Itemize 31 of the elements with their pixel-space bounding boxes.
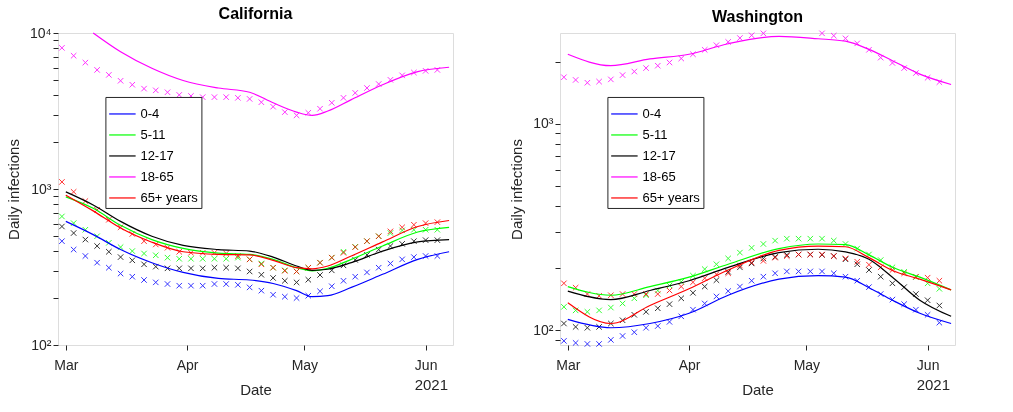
- x-tick-label: Apr: [678, 356, 701, 373]
- y-tick-label: 10²: [31, 336, 52, 353]
- x-tick-label: May: [291, 356, 319, 373]
- x-tick-label: May: [793, 356, 821, 373]
- legend-label: 12-17: [140, 147, 174, 163]
- text: 2021: [414, 376, 448, 393]
- x-axis-title: Date: [742, 380, 774, 398]
- y-tick-label: 10³: [533, 115, 554, 132]
- text: 2021: [916, 376, 950, 393]
- x-tick-label: Apr: [176, 356, 199, 373]
- x-tick-label: Jun: [916, 356, 940, 373]
- legend-label: 5-11: [642, 126, 668, 142]
- legend-label: 0-4: [642, 105, 662, 121]
- y-axis-title: Daily infections: [508, 139, 526, 240]
- legend-label: 12-17: [642, 147, 676, 163]
- x-axis-title: Date: [240, 380, 272, 398]
- legend-label: 18-65: [140, 168, 174, 184]
- legend-label: 65+ years: [642, 189, 701, 205]
- chart-title: California: [218, 5, 293, 22]
- x-tick-label: Mar: [556, 356, 581, 373]
- y-tick-label: 10⁴: [29, 24, 52, 41]
- chart-title: Washington: [712, 7, 803, 25]
- x-tick-label: Jun: [414, 356, 438, 373]
- y-tick-label: 10³: [31, 180, 52, 197]
- legend-label: 5-11: [140, 126, 166, 142]
- legend-label: 18-65: [642, 168, 676, 184]
- legend-label: 0-4: [140, 105, 160, 121]
- x-tick-label: Mar: [54, 356, 79, 373]
- y-axis-title: Daily infections: [4, 139, 22, 240]
- legend-label: 65+ years: [140, 189, 199, 205]
- y-tick-label: 10²: [533, 321, 554, 338]
